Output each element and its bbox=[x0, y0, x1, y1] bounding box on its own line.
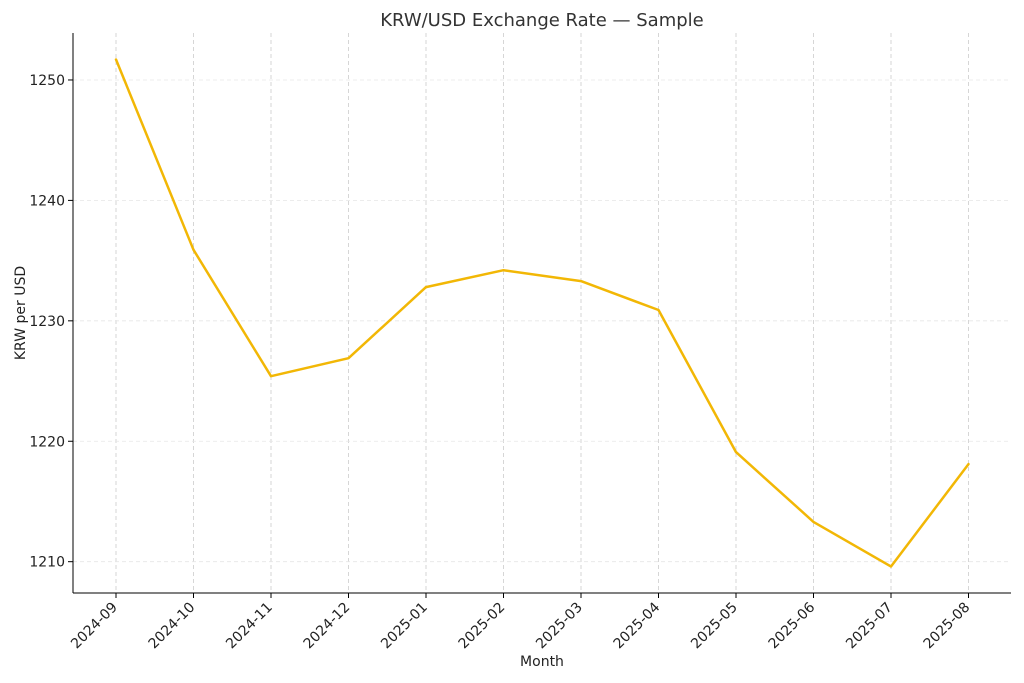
x-tick-label: 2024-11 bbox=[223, 600, 276, 653]
y-tick-label: 1220 bbox=[29, 434, 65, 450]
x-tick-label: 2024-09 bbox=[68, 600, 121, 653]
x-tick-label: 2025-05 bbox=[688, 600, 741, 653]
x-tick-label: 2024-12 bbox=[301, 600, 354, 653]
x-axis-label: Month bbox=[520, 654, 564, 670]
x-tick-label: 2024-10 bbox=[146, 600, 199, 653]
tick-labels: 1210 1220 1230 1240 1250 2024-09 2024-10 2024-1… bbox=[29, 73, 973, 652]
chart-title: KRW/USD Exchange Rate — Sample bbox=[380, 10, 704, 31]
series-line bbox=[114, 58, 970, 568]
y-tick-label: 1250 bbox=[29, 73, 65, 89]
y-tick-label: 1210 bbox=[29, 555, 65, 571]
x-tick-label: 2025-03 bbox=[533, 600, 586, 653]
x-tick-label: 2025-01 bbox=[378, 600, 431, 653]
grid bbox=[73, 33, 1011, 593]
x-tick-label: 2025-04 bbox=[611, 599, 664, 652]
y-axis-label: KRW per USD bbox=[13, 266, 29, 360]
x-tick-label: 2025-06 bbox=[766, 599, 819, 652]
x-tick-label: 2025-02 bbox=[456, 600, 509, 653]
y-tick-label: 1230 bbox=[29, 314, 65, 330]
series-lines bbox=[114, 58, 970, 568]
x-tick-label: 2025-08 bbox=[921, 600, 974, 653]
x-tick-label: 2025-07 bbox=[843, 600, 896, 653]
y-tick-label: 1240 bbox=[29, 193, 65, 209]
axes bbox=[72, 33, 1011, 594]
